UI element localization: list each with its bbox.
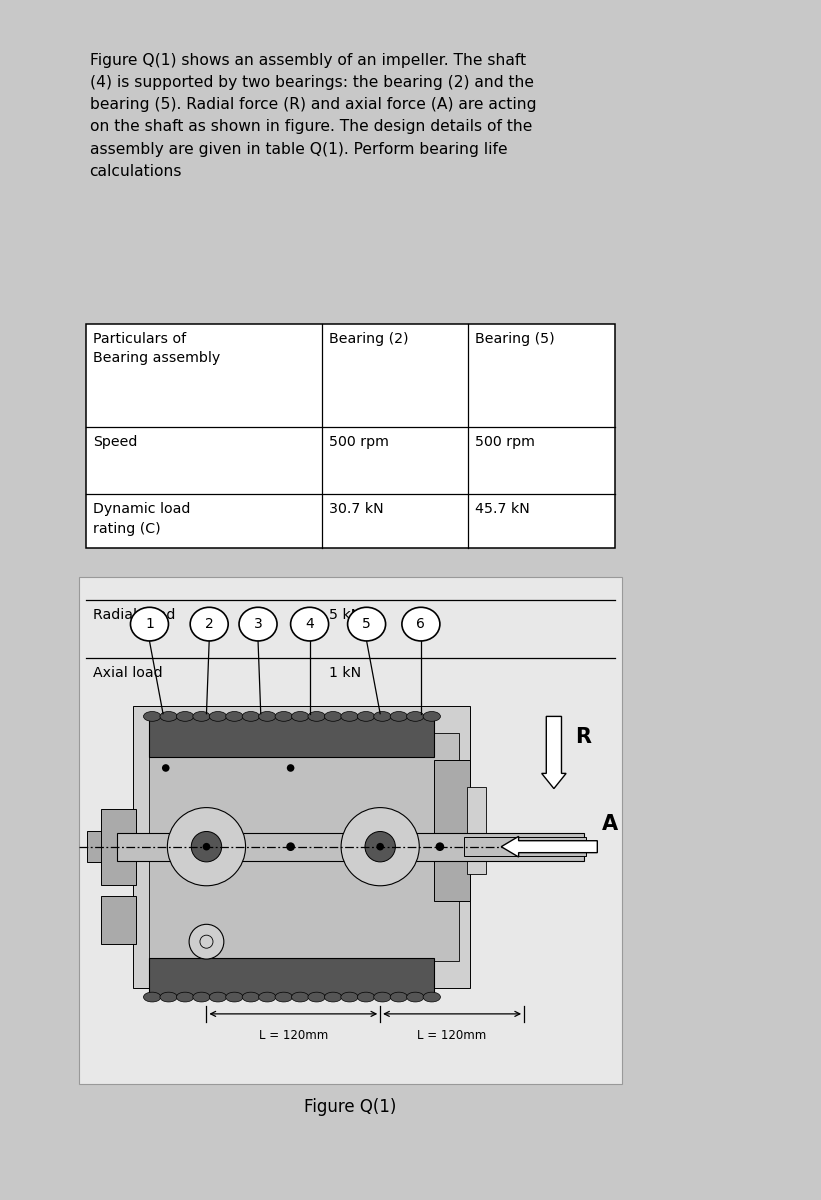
Circle shape (162, 764, 170, 772)
FancyArrow shape (502, 836, 598, 857)
Circle shape (376, 842, 384, 851)
Bar (149, 958, 434, 997)
Text: L = 120mm: L = 120mm (259, 1030, 328, 1042)
Ellipse shape (193, 992, 210, 1002)
Ellipse shape (390, 992, 407, 1002)
Circle shape (191, 832, 222, 862)
Ellipse shape (160, 992, 177, 1002)
Ellipse shape (357, 992, 374, 1002)
Ellipse shape (190, 607, 228, 641)
Ellipse shape (374, 992, 391, 1002)
FancyArrow shape (542, 716, 566, 788)
Ellipse shape (226, 712, 243, 721)
Bar (149, 733, 459, 961)
Ellipse shape (177, 712, 194, 721)
Ellipse shape (291, 607, 328, 641)
Ellipse shape (324, 712, 342, 721)
Ellipse shape (341, 992, 358, 1002)
Text: 30.7 kN: 30.7 kN (329, 502, 383, 516)
Text: Dynamic load
rating (C): Dynamic load rating (C) (94, 502, 190, 535)
Ellipse shape (291, 992, 309, 1002)
Text: 6: 6 (416, 617, 425, 631)
Bar (101, 809, 136, 884)
Bar (86, 324, 615, 548)
Ellipse shape (308, 712, 325, 721)
Ellipse shape (242, 992, 259, 1002)
Circle shape (287, 764, 295, 772)
Text: A: A (602, 814, 617, 834)
Bar (434, 760, 470, 901)
Bar (79, 577, 621, 1084)
Text: 3: 3 (254, 617, 263, 631)
Ellipse shape (177, 992, 194, 1002)
Circle shape (203, 842, 210, 851)
Ellipse shape (423, 992, 440, 1002)
Ellipse shape (357, 712, 374, 721)
Text: Axial load: Axial load (94, 666, 163, 679)
Text: L = 120mm: L = 120mm (418, 1030, 487, 1042)
Ellipse shape (347, 607, 386, 641)
Text: R: R (576, 727, 592, 746)
Ellipse shape (226, 992, 243, 1002)
Ellipse shape (275, 712, 292, 721)
Circle shape (189, 924, 224, 959)
Ellipse shape (259, 712, 276, 721)
Ellipse shape (423, 712, 440, 721)
Text: Speed: Speed (94, 436, 138, 449)
Text: 5 kN: 5 kN (329, 608, 361, 622)
Circle shape (200, 935, 213, 948)
Text: 5: 5 (362, 617, 371, 631)
Text: 500 rpm: 500 rpm (329, 436, 389, 449)
Ellipse shape (144, 992, 161, 1002)
Text: Bearing (2): Bearing (2) (329, 331, 408, 346)
Ellipse shape (406, 712, 424, 721)
Bar (465, 838, 586, 856)
Ellipse shape (324, 992, 342, 1002)
Ellipse shape (131, 607, 168, 641)
Ellipse shape (406, 992, 424, 1002)
Circle shape (287, 842, 295, 851)
Bar (149, 716, 434, 757)
Ellipse shape (374, 712, 391, 721)
Ellipse shape (259, 992, 276, 1002)
Bar (467, 787, 486, 874)
Text: 4: 4 (305, 617, 314, 631)
Ellipse shape (144, 712, 161, 721)
Ellipse shape (209, 992, 227, 1002)
Ellipse shape (308, 992, 325, 1002)
Text: Particulars of
Bearing assembly: Particulars of Bearing assembly (94, 331, 220, 365)
Ellipse shape (242, 712, 259, 721)
Bar (117, 833, 584, 860)
Ellipse shape (239, 607, 277, 641)
Ellipse shape (390, 712, 407, 721)
Text: Bearing (5): Bearing (5) (475, 331, 555, 346)
Ellipse shape (341, 712, 358, 721)
Ellipse shape (275, 992, 292, 1002)
Ellipse shape (291, 712, 309, 721)
Text: 1 kN: 1 kN (329, 666, 361, 679)
Circle shape (167, 808, 245, 886)
Circle shape (341, 808, 420, 886)
Bar (87, 832, 136, 862)
Bar (101, 895, 136, 944)
Circle shape (365, 832, 396, 862)
Text: 500 rpm: 500 rpm (475, 436, 535, 449)
Text: 1: 1 (145, 617, 154, 631)
Bar (133, 706, 470, 988)
Text: Figure Q(1) shows an assembly of an impeller. The shaft
(4) is supported by two : Figure Q(1) shows an assembly of an impe… (89, 53, 536, 179)
Ellipse shape (193, 712, 210, 721)
Ellipse shape (402, 607, 440, 641)
Ellipse shape (160, 712, 177, 721)
Text: 45.7 kN: 45.7 kN (475, 502, 530, 516)
Text: Figure Q(1): Figure Q(1) (304, 1098, 397, 1116)
Ellipse shape (209, 712, 227, 721)
Circle shape (436, 842, 444, 851)
Text: 2: 2 (204, 617, 213, 631)
Text: Radial Load: Radial Load (94, 608, 176, 622)
